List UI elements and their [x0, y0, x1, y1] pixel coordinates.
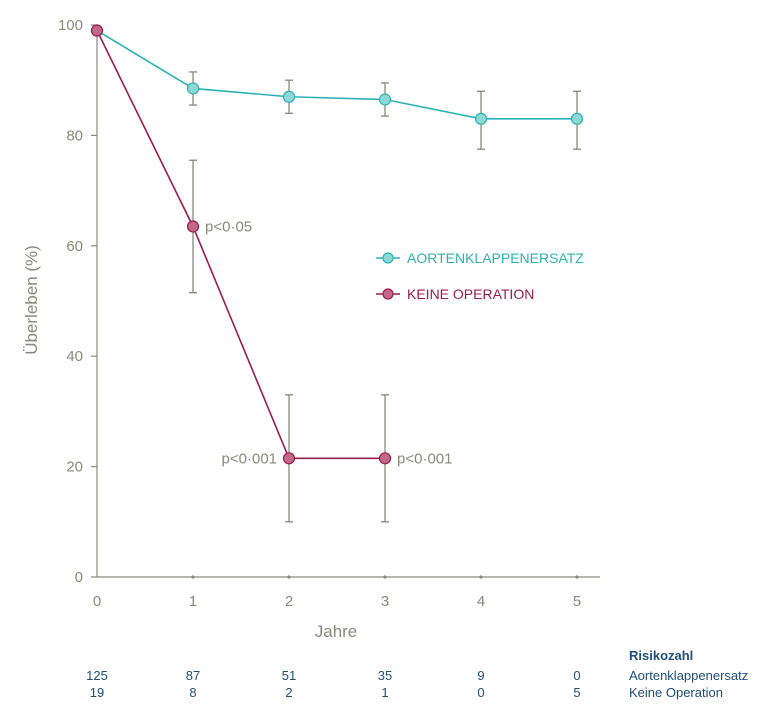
- y-tick-label: 0: [75, 569, 83, 586]
- x-tick-mark: [575, 575, 579, 579]
- risk-table-row-label: Aortenklappenersatz: [629, 668, 748, 683]
- y-tick-label: 40: [66, 348, 83, 365]
- risk-table-value: 125: [86, 668, 108, 683]
- x-tick-mark: [191, 575, 195, 579]
- legend-keine-operation-label: KEINE OPERATION: [407, 286, 534, 302]
- aortenklappenersatz-point: [186, 82, 200, 95]
- risk-table-value: 0: [573, 668, 580, 683]
- x-tick-label: 0: [93, 593, 101, 610]
- aortenklappenersatz-point: [474, 112, 488, 125]
- risk-table-value: 5: [573, 685, 580, 700]
- risk-table-value: 1: [381, 685, 388, 700]
- risk-table-value: 19: [90, 685, 104, 700]
- legend-keine-operation-marker: [382, 288, 394, 300]
- keine-operation-point: [378, 452, 392, 465]
- legend-aortenklappenersatz-marker: [382, 252, 394, 264]
- risk-table-value: 8: [189, 685, 196, 700]
- aortenklappenersatz-line: [96, 29, 577, 120]
- y-tick-label: 80: [66, 127, 83, 144]
- y-axis-title: Überleben (%): [22, 245, 41, 355]
- legend-aortenklappenersatz-label: AORTENKLAPPENERSATZ: [407, 250, 584, 266]
- keine-operation-line: [96, 30, 385, 460]
- risk-table-value: 2: [285, 685, 292, 700]
- p-value-annotation: p<0·05: [205, 218, 252, 235]
- risk-table-value: 9: [477, 668, 484, 683]
- keine-operation-point: [186, 220, 200, 233]
- risk-table-row-label: Keine Operation: [629, 685, 723, 700]
- risk-table-value: 35: [378, 668, 392, 683]
- x-tick-label: 1: [189, 593, 197, 610]
- aortenklappenersatz-point: [282, 90, 296, 103]
- p-value-annotation: p<0·001: [222, 450, 277, 467]
- risk-table-value: 87: [186, 668, 200, 683]
- x-tick-mark: [383, 575, 387, 579]
- keine-operation-point: [90, 24, 104, 37]
- x-tick-mark: [287, 575, 291, 579]
- x-tick-label: 3: [381, 593, 389, 610]
- x-tick-label: 4: [477, 593, 485, 610]
- x-tick-label: 5: [573, 593, 581, 610]
- keine-operation-point: [282, 452, 296, 465]
- risk-table-title: Risikozahl: [629, 648, 693, 663]
- y-tick-label: 20: [66, 459, 83, 476]
- risk-table-value: 0: [477, 685, 484, 700]
- p-value-annotation: p<0·001: [397, 450, 452, 467]
- risk-table-value: 51: [282, 668, 296, 683]
- aortenklappenersatz-point: [378, 93, 392, 106]
- aortenklappenersatz-point: [570, 112, 584, 125]
- y-tick-label: 60: [66, 238, 83, 255]
- x-tick-mark: [479, 575, 483, 579]
- x-tick-label: 2: [285, 593, 293, 610]
- x-axis-title: Jahre: [315, 622, 358, 641]
- y-tick-label: 100: [58, 17, 83, 34]
